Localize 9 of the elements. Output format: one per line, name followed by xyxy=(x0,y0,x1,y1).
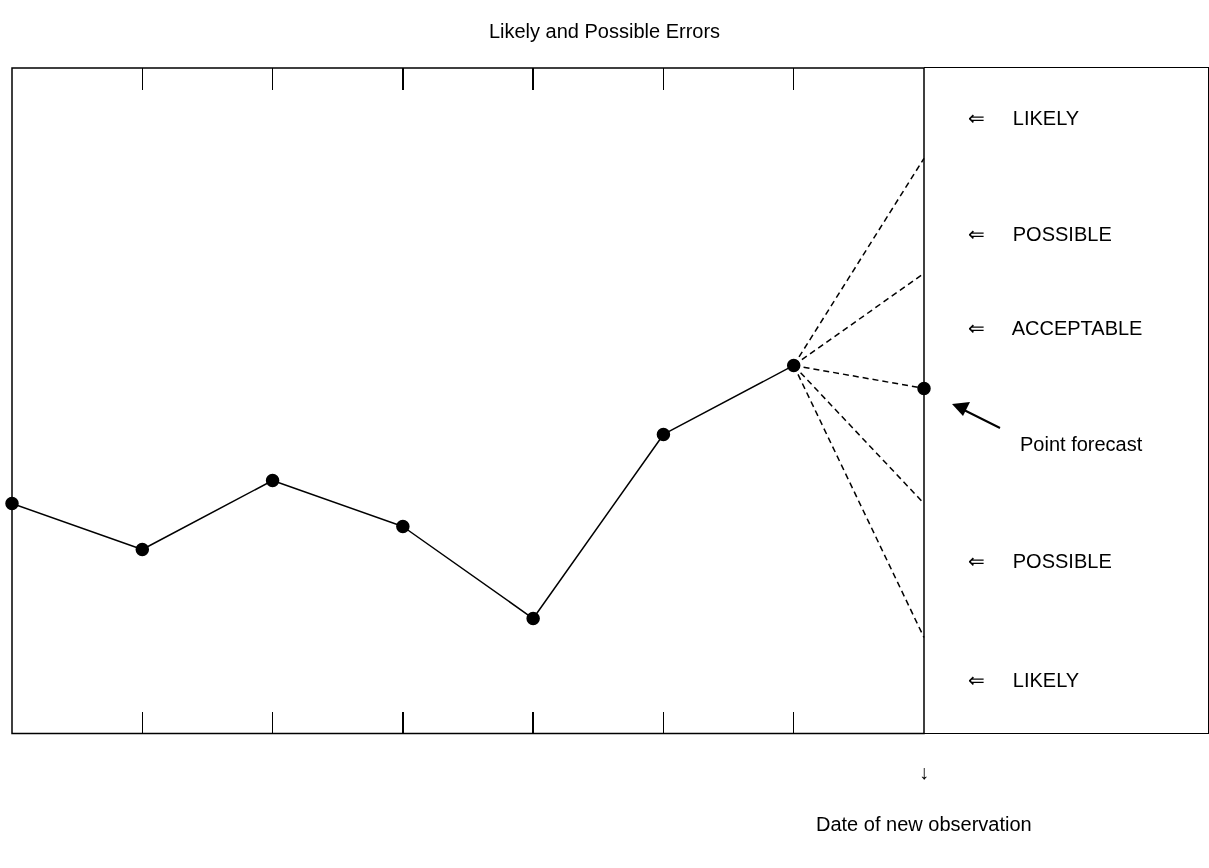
text: ⇐ ACCEPTABLE xyxy=(968,316,1143,339)
text: Point forecast xyxy=(1020,433,1143,456)
chart-title: Likely and Possible Errors xyxy=(487,20,722,43)
text: Date of new observation xyxy=(816,812,1032,835)
text: ⇐ LIKELY xyxy=(968,106,1080,129)
text: ⇐ LIKELY xyxy=(968,669,1080,692)
text: ⇐ POSSIBLE xyxy=(968,223,1112,246)
text: ⇐ POSSIBLE xyxy=(968,549,1112,572)
text: ↓ xyxy=(919,760,929,783)
